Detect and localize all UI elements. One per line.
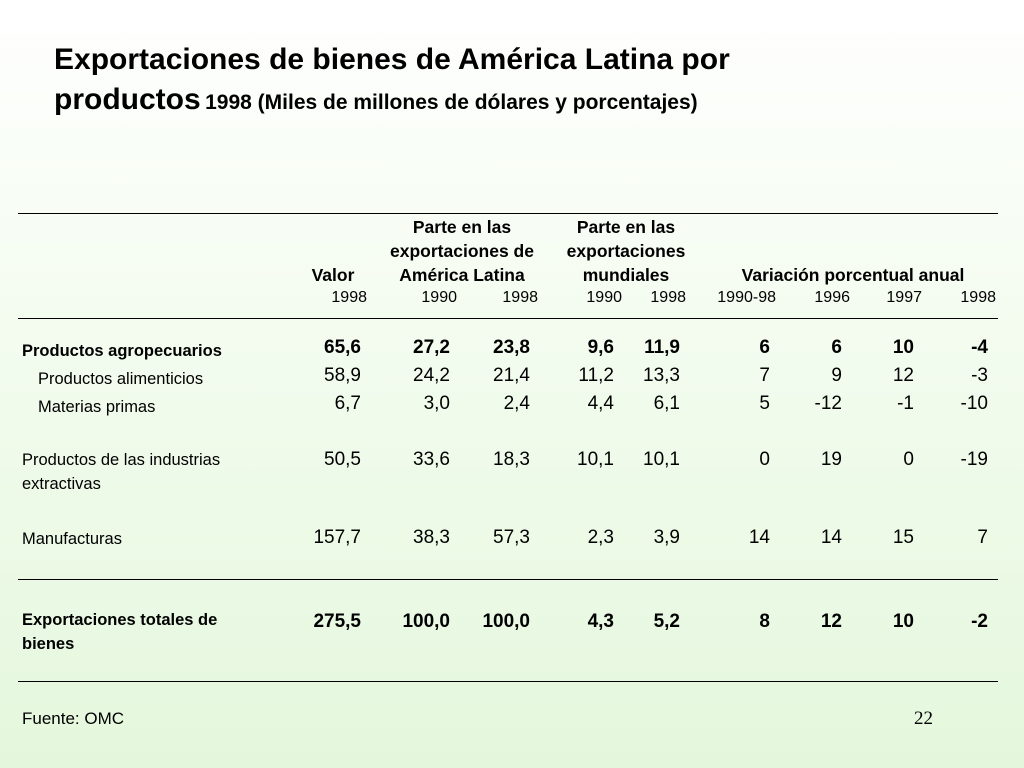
table-cell: 3,0 (423, 393, 450, 414)
header-parte-al-line-2: exportaciones de (390, 241, 534, 261)
table-cell: 21,4 (493, 365, 530, 386)
table-cell: 12 (820, 611, 842, 632)
row-label-line: Manufacturas (22, 530, 122, 548)
table-cell: 5,2 (653, 611, 680, 632)
slide-title: Exportaciones de bienes de América Latin… (54, 40, 994, 125)
table-cell: 10,1 (577, 449, 614, 470)
table-cell: -12 (814, 393, 842, 414)
table-cell: 27,2 (413, 337, 450, 358)
table-cell: 24,2 (413, 365, 450, 386)
table-cell: 38,3 (413, 527, 450, 548)
row-label-line: bienes (22, 635, 75, 653)
table-cell: 10 (892, 611, 914, 632)
row-label-line: Productos de las industrias (22, 451, 221, 469)
row-label: Manufacturas (22, 527, 122, 551)
table-cell: 13,3 (643, 365, 680, 386)
row-label-line: extractivas (22, 475, 101, 493)
table-bottom-rule (18, 681, 998, 682)
table-cell: -10 (960, 393, 988, 414)
table-cell: 15 (892, 527, 914, 548)
header-year: 1998 (650, 289, 686, 306)
header-parte-mund-line-1: Parte en las (576, 217, 676, 237)
row-label: Materias primas (38, 395, 155, 419)
table-cell: 2,3 (587, 527, 614, 548)
table-cell: 65,6 (324, 337, 361, 358)
title-line-2-main: productos (54, 83, 201, 116)
table-cell: 11,9 (644, 337, 680, 358)
header-parte-mund-line-3: mundiales (582, 265, 670, 285)
header-year: 1990 (421, 289, 457, 306)
table-cell: 4,3 (587, 611, 614, 632)
table-cell: 9 (831, 365, 842, 386)
table-cell: 6,1 (653, 393, 680, 414)
table-cell: 3,9 (653, 527, 680, 548)
row-label: Productos alimenticios (38, 367, 203, 391)
table-cell: 7 (977, 527, 988, 548)
row-label-line: Productos agropecuarios (22, 342, 222, 360)
row-label: Productos de las industrias extractivas (22, 448, 220, 496)
header-variacion: Variación porcentual anual (741, 265, 965, 285)
table-cell: 19 (820, 449, 842, 470)
row-label-line: Exportaciones totales de (22, 611, 218, 629)
table-cell: 6 (831, 337, 842, 358)
table-cell: 50,5 (324, 449, 361, 470)
table-cell: 8 (759, 611, 770, 632)
title-line-1: Exportaciones de bienes de América Latin… (54, 43, 730, 76)
header-valor: Valor (311, 265, 355, 285)
row-label: Productos agropecuarios (22, 339, 222, 363)
header-parte-america-latina: Parte en las exportaciones de América La… (372, 215, 552, 287)
table-cell: 57,3 (493, 527, 530, 548)
table-cell: -3 (971, 365, 988, 386)
header-year: 1998 (331, 289, 367, 306)
table-cell: -2 (971, 611, 988, 632)
table-cell: 12 (892, 365, 914, 386)
table-cell: 23,8 (493, 337, 530, 358)
header-parte-al-line-1: Parte en las (412, 217, 512, 237)
source-note: Fuente: OMC (22, 709, 125, 728)
row-label-line: Productos alimenticios (38, 370, 204, 388)
header-year: 1998 (960, 289, 996, 306)
table-cell: 100,0 (402, 611, 450, 632)
table-top-rule (18, 213, 998, 214)
header-bottom-rule (18, 318, 998, 319)
table-cell: 58,9 (324, 365, 361, 386)
table-cell: 14 (748, 527, 770, 548)
table-cell: 18,3 (493, 449, 530, 470)
title-line-2-subtitle: 1998 (Miles de millones de dólares y por… (205, 91, 698, 114)
table-cell: 275,5 (313, 611, 361, 632)
table-cell: -4 (971, 337, 988, 358)
table-cell: 4,4 (587, 393, 614, 414)
table-cell: 10 (892, 337, 914, 358)
table-cell: 5 (759, 393, 770, 414)
table-cell: 6,7 (334, 393, 361, 414)
header-parte-mundiales: Parte en las exportaciones mundiales (546, 215, 706, 287)
table-cell: 11,2 (578, 365, 614, 386)
table-cell: 0 (759, 449, 770, 470)
totals-rule (18, 579, 998, 580)
header-parte-al-line-3: América Latina (399, 265, 525, 285)
header-year: 1996 (814, 289, 850, 306)
table-cell: 10,1 (643, 449, 680, 470)
header-year: 1997 (886, 289, 922, 306)
header-year: 1990 (586, 289, 622, 306)
table-cell: 2,4 (503, 393, 530, 414)
table-cell: 6 (759, 337, 770, 358)
table-cell: 0 (903, 449, 914, 470)
table-cell: 7 (759, 365, 770, 386)
table-cell: 14 (820, 527, 842, 548)
table-cell: 157,7 (313, 527, 361, 548)
page-number: 22 (914, 708, 933, 729)
header-year: 1998 (502, 289, 538, 306)
table-cell: 33,6 (413, 449, 450, 470)
table-cell: 100,0 (482, 611, 530, 632)
row-label: Exportaciones totales de bienes (22, 608, 217, 656)
header-parte-mund-line-2: exportaciones (566, 241, 686, 261)
table-cell: 9,6 (587, 337, 614, 358)
row-label-line: Materias primas (38, 398, 156, 416)
header-year: 1990-98 (717, 289, 776, 306)
table-cell: -1 (897, 393, 914, 414)
table-cell: -19 (960, 449, 988, 470)
